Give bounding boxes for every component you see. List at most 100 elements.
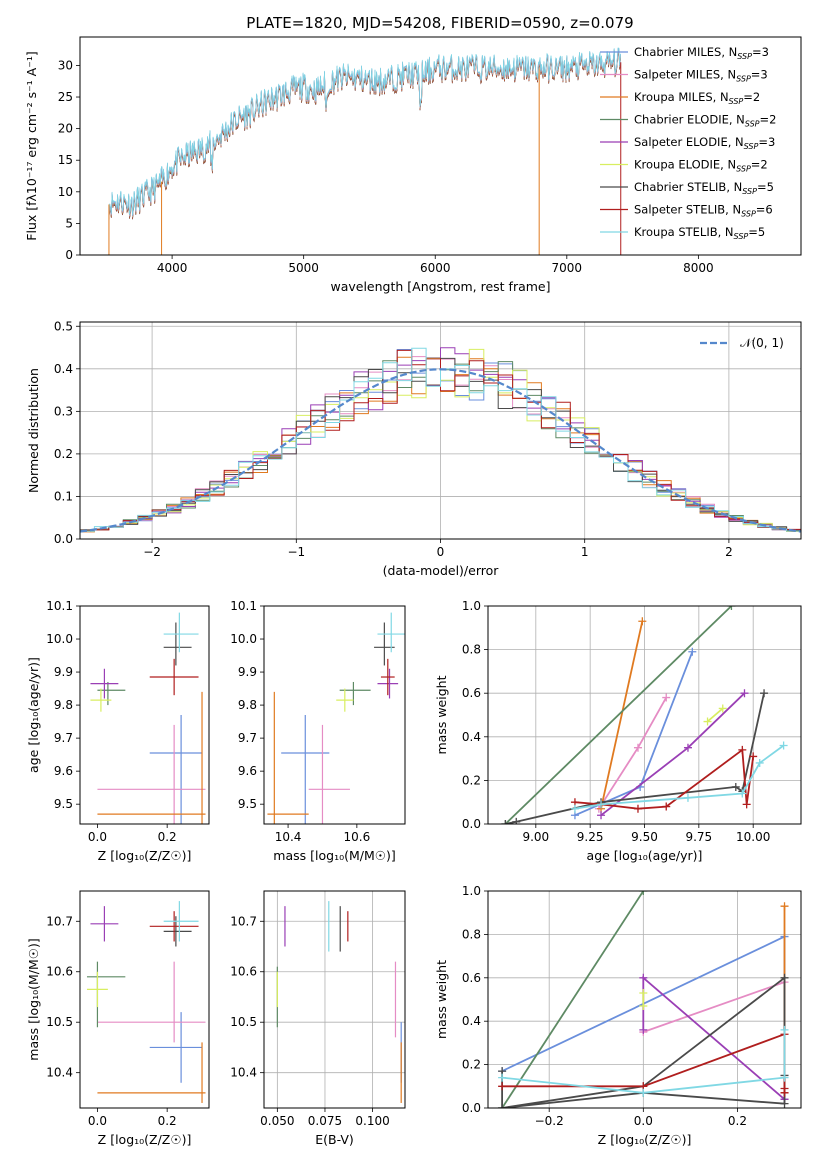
weight-point-chabrier_elodie: [727, 606, 736, 610]
y-tick-label: 9.6: [54, 764, 73, 778]
y-tick-label: 9.7: [54, 731, 73, 745]
x-tick-label: −0.2: [535, 1114, 564, 1128]
y-tick-label: 0.8: [462, 927, 481, 941]
plot-frame: [79, 605, 210, 825]
legend-label-gauss: 𝒩(0, 1): [740, 336, 784, 350]
y-tick-label: 20: [58, 122, 73, 136]
y-tick-label: 9.5: [238, 797, 257, 811]
y-axis-label: Flux [fλ10⁻¹⁷ erg cm⁻² s⁻¹ A⁻¹]: [24, 51, 39, 240]
y-tick-label: 10.6: [46, 965, 73, 979]
x-tick-label: 10.4: [275, 830, 302, 844]
y-tick-label: 5: [65, 216, 73, 230]
x-axis-label: mass [log₁₀(M/M☉)]: [273, 848, 395, 863]
weight-point-chabrier_stelib: [512, 817, 521, 824]
y-axis-label: mass weight: [434, 960, 449, 1039]
y-tick-label: 10.4: [230, 1066, 257, 1080]
y-tick-label: 0.6: [462, 971, 481, 985]
x-axis-label: (data-model)/error: [383, 563, 500, 578]
weight-point-salpeter_stelib: [749, 752, 758, 761]
weight-point-chabrier_stelib: [780, 1099, 789, 1108]
y-tick-label: 25: [58, 90, 73, 104]
x-tick-label: 0: [437, 545, 445, 559]
x-tick-label: 0.2: [158, 830, 177, 844]
legend-label-salpeter_elodie: Salpeter ELODIE, NSSP=3: [634, 135, 775, 151]
legend-label-chabrier_elodie: Chabrier ELODIE, NSSP=2: [634, 113, 776, 129]
x-tick-label: 9.00: [522, 830, 549, 844]
weight-point-chabrier_miles: [688, 647, 697, 656]
plot-frame: [79, 36, 802, 256]
mass-vs-metallicity-panel: 0.0 0.2 10.4 10.5 10.6 10.7 Z [log₁₀(Z/Z☉)] mas…: [26, 890, 210, 1147]
legend-label-salpeter_stelib: Salpeter STELIB, NSSP=6: [634, 203, 773, 219]
weight-point-kroupa_elodie: [703, 717, 712, 726]
plot-frame: [263, 605, 406, 825]
x-axis-label: Z [log₁₀(Z/Z☉)]: [598, 1132, 692, 1147]
x-tick-label: 7000: [552, 261, 583, 275]
weight-point-salpeter_stelib: [742, 800, 751, 809]
x-tick-label: 1: [581, 545, 589, 559]
weight-point-salpeter_elodie: [597, 811, 606, 820]
legend-label-kroupa_miles: Kroupa MILES, NSSP=2: [634, 90, 760, 106]
weight-line-salpeter_elodie: [642, 975, 786, 1100]
y-tick-label: 1.0: [462, 599, 481, 613]
weight-point-salpeter_stelib: [780, 1088, 789, 1097]
x-tick-label: −1: [287, 545, 305, 559]
weight-point-salpeter_stelib: [662, 802, 671, 811]
y-axis-label: age [log₁₀(age/yr)]: [26, 657, 41, 773]
y-tick-label: 10: [58, 185, 73, 199]
weight-point-kroupa_miles: [780, 902, 789, 911]
y-tick-label: 0.5: [54, 319, 73, 333]
legend-label-kroupa_stelib: Kroupa STELIB, NSSP=5: [634, 225, 765, 241]
weight-point-chabrier_stelib: [501, 820, 510, 824]
plot-frame: [79, 321, 802, 540]
y-tick-label: 10.5: [230, 1015, 257, 1029]
y-tick-label: 0.4: [462, 730, 481, 744]
weight-point-kroupa_stelib: [570, 804, 579, 813]
spectrum-line-kroupa_elodie: [108, 49, 621, 218]
weight-line-kroupa_stelib: [502, 1029, 786, 1094]
spectrum-line-kroupa_stelib: [108, 47, 621, 216]
legend-label-chabrier_stelib: Chabrier STELIB, NSSP=5: [634, 180, 774, 196]
x-axis-label: E(B-V): [315, 1132, 354, 1147]
y-tick-label: 0.2: [54, 447, 73, 461]
weight-vs-age-panel: 9.00 9.25 9.50 9.75 10.00 0.0 0.2 0.4 0.6 0.8 1.0 a…: [434, 599, 802, 863]
weight-line-chabrier_elodie: [501, 891, 645, 1108]
plot-frame: [79, 890, 210, 1109]
weight-point-kroupa_stelib: [498, 1073, 507, 1082]
weight-point-kroupa_miles: [638, 617, 647, 626]
age-vs-mass-panel: 10.4 10.6 9.5 9.6 9.7 9.8 9.9 10.0 10.1 mass [log…: [230, 599, 406, 863]
x-tick-label: 6000: [420, 261, 451, 275]
x-tick-label: 10.00: [736, 830, 770, 844]
weight-point-chabrier_stelib: [498, 1104, 507, 1108]
y-tick-label: 0.2: [462, 773, 481, 787]
weight-point-salpeter_elodie: [683, 743, 692, 752]
y-tick-label: 0.3: [54, 404, 73, 418]
weight-point-kroupa_elodie: [639, 1002, 648, 1011]
weight-point-kroupa_stelib: [780, 1073, 789, 1082]
y-tick-label: 9.8: [54, 698, 73, 712]
x-axis-label: age [log₁₀(age/yr)]: [587, 848, 703, 863]
x-tick-label: 8000: [683, 261, 714, 275]
y-tick-label: 30: [58, 58, 73, 72]
spectrum-panel: 4000 5000 6000 7000 8000 0 5 10 15 20 25 30 waveleng…: [24, 36, 802, 294]
weight-point-kroupa_stelib: [683, 793, 692, 802]
x-tick-label: 0.2: [728, 1114, 747, 1128]
y-tick-label: 0: [65, 248, 73, 262]
y-tick-label: 0.1: [54, 489, 73, 503]
y-tick-label: 10.4: [46, 1066, 73, 1080]
weight-line-kroupa_elodie: [706, 707, 724, 723]
weight-point-kroupa_stelib: [780, 1025, 789, 1034]
weight-point-kroupa_stelib: [597, 800, 606, 809]
y-tick-label: 0.4: [54, 362, 73, 376]
figure-title: PLATE=1820, MJD=54208, FIBERID=0590, z=0…: [246, 14, 633, 32]
plot-frame: [487, 605, 802, 825]
y-tick-label: 10.0: [46, 632, 73, 646]
x-axis-label: wavelength [Angstrom, rest frame]: [330, 279, 550, 294]
x-tick-label: 4000: [157, 261, 188, 275]
weight-line-kroupa_miles: [600, 621, 644, 809]
y-tick-label: 10.1: [230, 599, 257, 613]
y-tick-label: 10.7: [230, 914, 257, 928]
x-tick-label: 10.6: [343, 830, 370, 844]
y-tick-label: 0.4: [462, 1014, 481, 1028]
y-tick-label: 10.6: [230, 965, 257, 979]
